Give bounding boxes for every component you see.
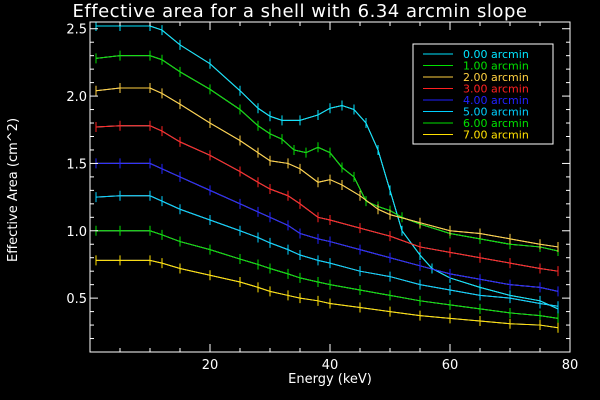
y-tick-label: 0.5 <box>66 292 87 307</box>
series-line <box>96 230 559 319</box>
legend-label: 0.00 arcmin <box>463 48 529 61</box>
x-tick-label: 80 <box>562 358 579 373</box>
model-curve <box>95 125 559 272</box>
series-line <box>96 25 559 310</box>
x-tick-label: 60 <box>442 358 459 373</box>
model-curve <box>96 259 559 329</box>
series-line <box>95 125 559 272</box>
series-line <box>96 162 559 292</box>
legend-label: 1.00 arcmin <box>463 60 529 73</box>
series-line <box>95 55 559 252</box>
legend-label: 3.00 arcmin <box>463 83 529 96</box>
legend-label: 4.00 arcmin <box>463 94 529 107</box>
y-tick-label: 1.5 <box>66 157 87 172</box>
legend-label: 6.00 arcmin <box>463 117 529 130</box>
legend-box <box>412 43 554 145</box>
model-curve <box>96 230 559 319</box>
series-layer <box>95 22 559 333</box>
x-tick-label: 40 <box>322 358 339 373</box>
legend-label: 2.00 arcmin <box>463 71 529 84</box>
y-tick-label: 2.0 <box>66 90 87 105</box>
x-axis-label: Energy (keV) <box>288 372 372 387</box>
y-tick-label: 1.0 <box>66 225 87 240</box>
y-tick-label: 2.5 <box>66 23 87 38</box>
model-curve <box>96 162 559 292</box>
chart-title: Effective area for a shell with 6.34 arc… <box>72 1 528 22</box>
series-line <box>96 259 559 329</box>
legend-label: 7.00 arcmin <box>463 129 529 142</box>
ticks-layer: 20 40 60 80 0.5 1.0 1.5 2.0 2.5 <box>66 22 578 373</box>
legend-label: 5.00 arcmin <box>463 106 529 119</box>
x-tick-label: 20 <box>202 358 219 373</box>
y-axis-label: Effective Area (cm^2) <box>6 117 21 262</box>
